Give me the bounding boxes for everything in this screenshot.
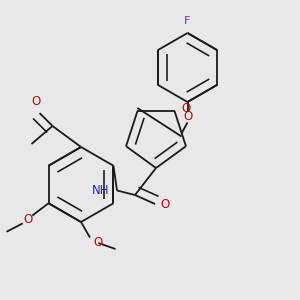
Text: O: O — [183, 110, 192, 124]
Text: O: O — [181, 102, 190, 115]
Text: O: O — [93, 236, 102, 250]
Text: O: O — [32, 95, 40, 108]
Text: NH: NH — [92, 184, 110, 197]
Text: F: F — [184, 16, 191, 26]
Text: O: O — [23, 213, 32, 226]
Text: O: O — [160, 197, 170, 211]
